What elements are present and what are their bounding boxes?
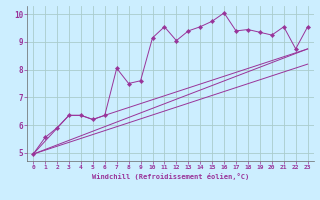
- X-axis label: Windchill (Refroidissement éolien,°C): Windchill (Refroidissement éolien,°C): [92, 173, 249, 180]
